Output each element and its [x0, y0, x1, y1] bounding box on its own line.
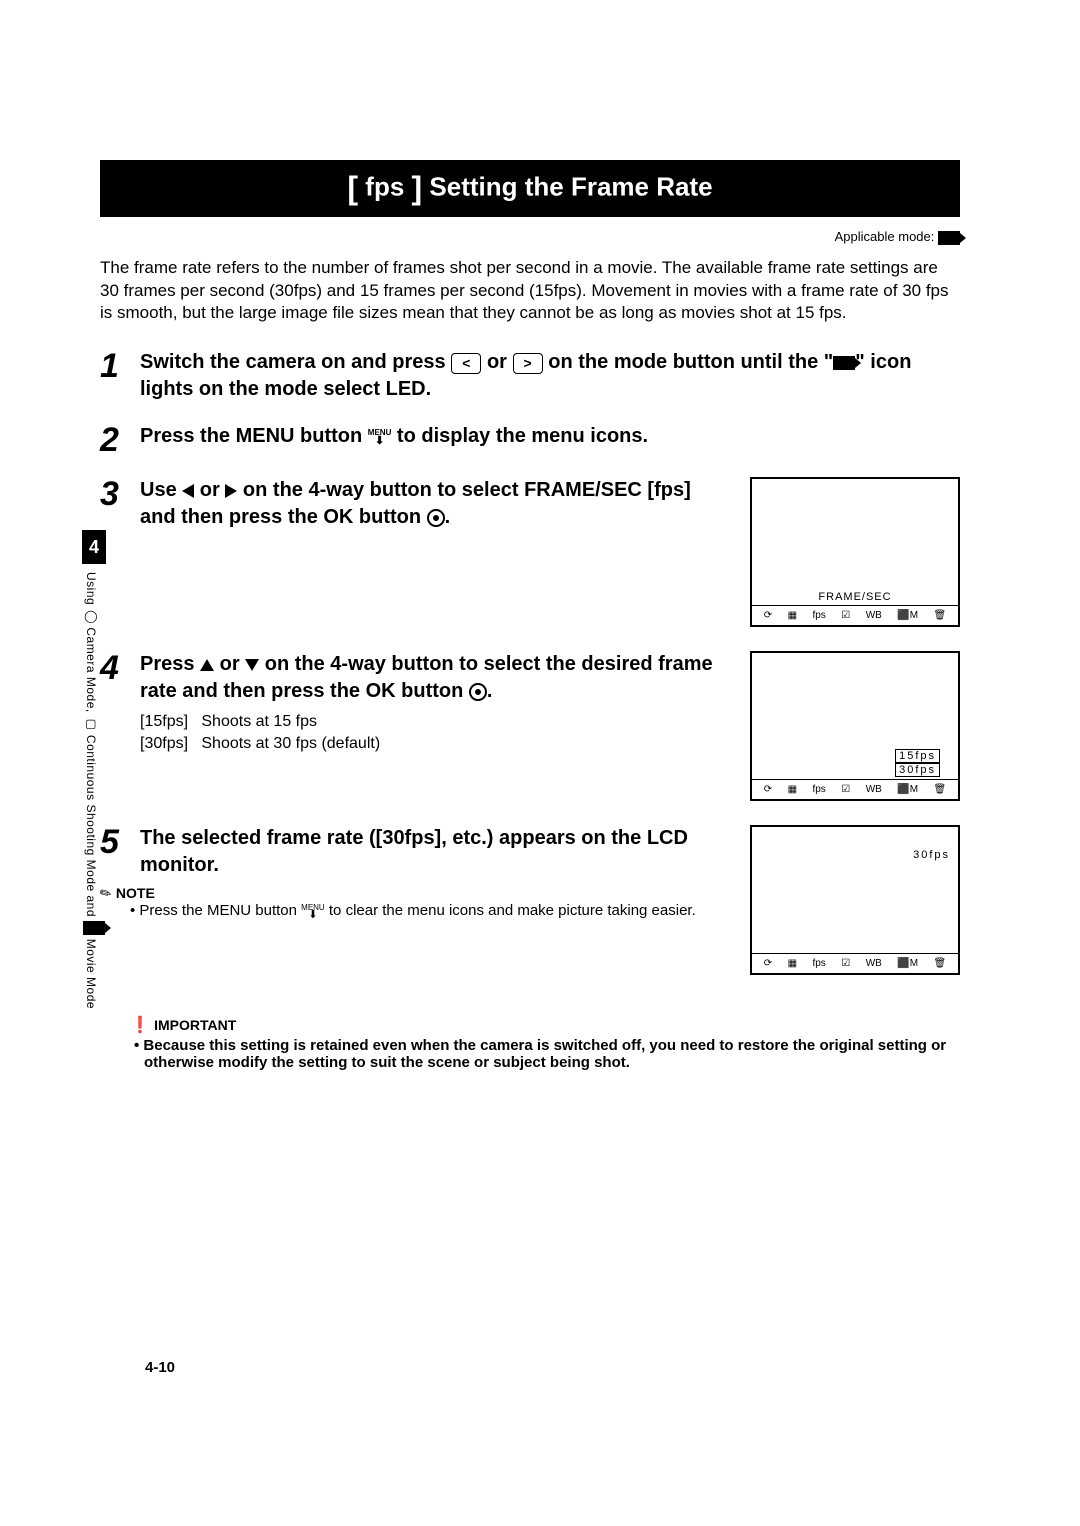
chapter-sidebar: 4 Using ◯ Camera Mode, ▢ Continuous Shoo… — [82, 530, 106, 1009]
lcd-label: FRAME/SEC — [818, 591, 891, 603]
fps-label: fps — [365, 171, 404, 201]
note-block: ✎ NOTE • Press the MENU button MENU⬇ to … — [100, 885, 730, 920]
step-title: Use or on the 4-way button to select FRA… — [140, 477, 730, 531]
step-2: 2 Press the MENU button MENU⬇ to display… — [100, 423, 960, 457]
lcd-icon-bar: ⟳▦fps☑WB⬛M🗑 — [752, 779, 958, 799]
step-4: 4 Press or on the 4-way button to select… — [100, 651, 730, 754]
applicable-mode: Applicable mode: — [100, 229, 960, 245]
intro-text: The frame rate refers to the number of f… — [100, 257, 960, 326]
note-label: NOTE — [116, 885, 155, 901]
page-number: 4-10 — [145, 1359, 175, 1376]
step-3: 3 Use or on the 4-way button to select F… — [100, 477, 730, 531]
chapter-number: 4 — [82, 530, 106, 564]
step-number: 1 — [100, 349, 130, 383]
step-body: [15fps] Shoots at 15 fps [30fps] Shoots … — [140, 711, 730, 754]
step-number: 3 — [100, 477, 130, 511]
step-title: Press the MENU button MENU⬇ to display t… — [140, 423, 960, 450]
important-block: ❗ IMPORTANT • Because this setting is re… — [100, 1015, 960, 1071]
left-arrow-icon — [182, 484, 194, 498]
sidebar-text: Using ◯ Camera Mode, ▢ Continuous Shooti… — [83, 572, 105, 1009]
prev-button-icon: < — [451, 353, 481, 374]
right-arrow-icon — [225, 484, 237, 498]
movie-icon — [833, 356, 855, 370]
ok-button-icon — [469, 683, 487, 701]
important-label: IMPORTANT — [154, 1017, 236, 1033]
lcd-result-value: 30fps — [913, 849, 950, 861]
title-banner: [ fps ] Setting the Frame Rate — [100, 160, 960, 217]
up-arrow-icon — [200, 659, 214, 671]
lcd-options-list: 15fps 30fps — [895, 749, 940, 777]
step-number: 2 — [100, 423, 130, 457]
down-arrow-icon — [245, 659, 259, 671]
important-body: • Because this setting is retained even … — [130, 1037, 960, 1071]
lcd-icon-bar: ⟳▦fps☑WB⬛M🗑 — [752, 953, 958, 973]
step-1: 1 Switch the camera on and press < or > … — [100, 349, 960, 403]
lcd-result: 30fps ⟳▦fps☑WB⬛M🗑 — [750, 825, 960, 975]
movie-icon — [938, 231, 960, 245]
lcd-icon-bar: ⟳▦fps☑WB⬛M🗑 — [752, 605, 958, 625]
title-main: Setting the Frame Rate — [429, 171, 712, 201]
step-title: Press or on the 4-way button to select t… — [140, 651, 730, 705]
page-content: [ fps ] Setting the Frame Rate Applicabl… — [0, 0, 1080, 1071]
lcd-frame-sec: FRAME/SEC ⟳▦fps☑WB⬛M🗑 — [750, 477, 960, 627]
step-3-row: 3 Use or on the 4-way button to select F… — [100, 477, 960, 627]
next-button-icon: > — [513, 353, 543, 374]
bracket-open: [ — [347, 170, 358, 206]
menu-button-icon: MENU⬇ — [301, 903, 325, 921]
menu-button-icon: MENU⬇ — [368, 428, 392, 446]
ok-button-icon — [427, 509, 445, 527]
bracket-close: ] — [412, 170, 423, 206]
step-5-row: 5 The selected frame rate ([30fps], etc.… — [100, 825, 960, 975]
movie-icon — [83, 921, 105, 935]
step-title: The selected frame rate ([30fps], etc.) … — [140, 825, 730, 879]
important-icon: ❗ — [130, 1017, 150, 1034]
step-4-row: 4 Press or on the 4-way button to select… — [100, 651, 960, 801]
lcd-options: 15fps 30fps ⟳▦fps☑WB⬛M🗑 — [750, 651, 960, 801]
step-title: Switch the camera on and press < or > on… — [140, 349, 960, 403]
note-body: • Press the MENU button MENU⬇ to clear t… — [100, 902, 730, 920]
step-5: 5 The selected frame rate ([30fps], etc.… — [100, 825, 730, 879]
